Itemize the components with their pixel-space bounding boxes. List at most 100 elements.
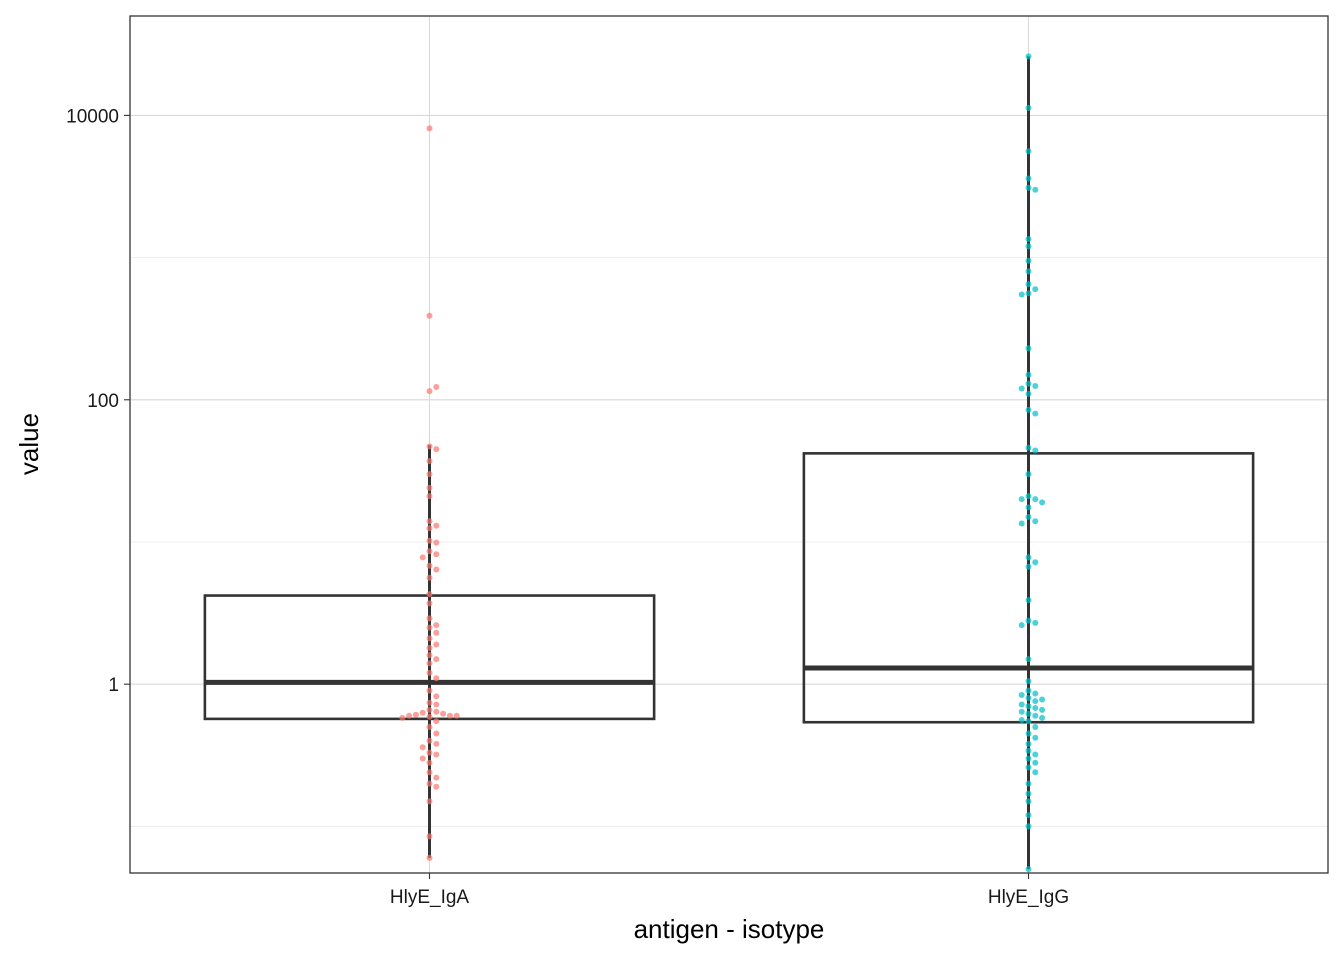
data-point	[433, 622, 440, 629]
data-point	[1025, 687, 1032, 694]
data-point	[1018, 622, 1025, 629]
data-point	[1025, 597, 1032, 604]
data-point	[433, 566, 440, 573]
data-point	[426, 591, 433, 598]
data-point	[1025, 390, 1032, 397]
data-point	[440, 710, 447, 717]
data-point	[1039, 696, 1046, 703]
data-point	[426, 669, 433, 676]
x-tick-label: HlyE_IgA	[390, 887, 470, 908]
data-point	[433, 539, 440, 546]
data-point	[1025, 678, 1032, 685]
data-point	[426, 706, 433, 713]
data-point	[426, 562, 433, 569]
data-point	[433, 522, 440, 529]
data-point	[1018, 701, 1025, 708]
data-point	[433, 783, 440, 790]
data-point	[1025, 703, 1032, 710]
data-point	[1032, 518, 1039, 525]
data-point	[426, 525, 433, 532]
data-point	[426, 687, 433, 694]
data-point	[1032, 619, 1039, 626]
data-point	[1025, 184, 1032, 191]
data-point	[1018, 708, 1025, 715]
data-point	[426, 713, 433, 720]
data-point	[426, 574, 433, 581]
axes: 1 100 10000 HlyE_IgA HlyE_IgG	[66, 106, 1069, 908]
data-point	[1025, 730, 1032, 737]
data-point	[1039, 499, 1046, 506]
data-point	[426, 312, 433, 319]
data-point	[1018, 520, 1025, 527]
data-point	[433, 774, 440, 781]
data-point	[399, 714, 406, 721]
data-point	[433, 751, 440, 758]
data-point	[1025, 53, 1032, 60]
data-point	[426, 458, 433, 465]
data-point	[1018, 691, 1025, 698]
data-point	[1025, 866, 1032, 873]
data-point	[1032, 447, 1039, 454]
data-point	[1025, 281, 1032, 288]
data-point	[426, 749, 433, 756]
data-point	[1032, 734, 1039, 741]
data-point	[426, 759, 433, 766]
data-point	[1032, 723, 1039, 730]
data-point	[1025, 740, 1032, 747]
data-point	[1025, 406, 1032, 413]
data-point	[1025, 710, 1032, 717]
data-point	[1032, 712, 1039, 719]
data-point	[419, 744, 426, 751]
data-point	[433, 708, 440, 715]
data-point	[426, 644, 433, 651]
data-point	[1032, 769, 1039, 776]
data-point	[1025, 747, 1032, 754]
data-point	[426, 548, 433, 555]
data-point	[426, 798, 433, 805]
data-point	[426, 699, 433, 706]
data-point	[426, 493, 433, 500]
y-tick-label: 1	[108, 675, 119, 696]
data-point	[1025, 718, 1032, 725]
data-point	[426, 833, 433, 840]
data-point	[1018, 385, 1025, 392]
data-point	[426, 854, 433, 861]
data-point	[1025, 268, 1032, 275]
data-point	[1032, 410, 1039, 417]
data-point	[453, 712, 460, 719]
data-point	[1032, 186, 1039, 193]
data-point	[433, 656, 440, 663]
data-point	[412, 711, 419, 718]
data-point	[1032, 751, 1039, 758]
data-point	[1025, 656, 1032, 663]
data-point	[1032, 383, 1039, 390]
data-point	[1018, 716, 1025, 723]
data-point	[1025, 798, 1032, 805]
data-point	[1025, 371, 1032, 378]
data-point	[1025, 290, 1032, 297]
data-point	[1032, 286, 1039, 293]
data-point	[426, 635, 433, 642]
data-point	[1025, 444, 1032, 451]
data-point	[1025, 504, 1032, 511]
data-point	[1039, 714, 1046, 721]
data-point	[433, 383, 440, 390]
data-point	[426, 624, 433, 631]
data-point	[1025, 755, 1032, 762]
data-point	[426, 484, 433, 491]
data-point	[426, 471, 433, 478]
y-tick-label: 100	[87, 391, 119, 412]
data-point	[1032, 704, 1039, 711]
data-point	[1025, 513, 1032, 520]
data-point	[1032, 496, 1039, 503]
data-point	[1032, 690, 1039, 697]
data-point	[1025, 493, 1032, 500]
data-point	[426, 737, 433, 744]
data-point	[433, 730, 440, 737]
data-point	[433, 693, 440, 700]
data-point	[1025, 694, 1032, 701]
data-point	[446, 712, 453, 719]
data-point	[1025, 345, 1032, 352]
data-point	[426, 769, 433, 776]
data-point	[1025, 780, 1032, 787]
